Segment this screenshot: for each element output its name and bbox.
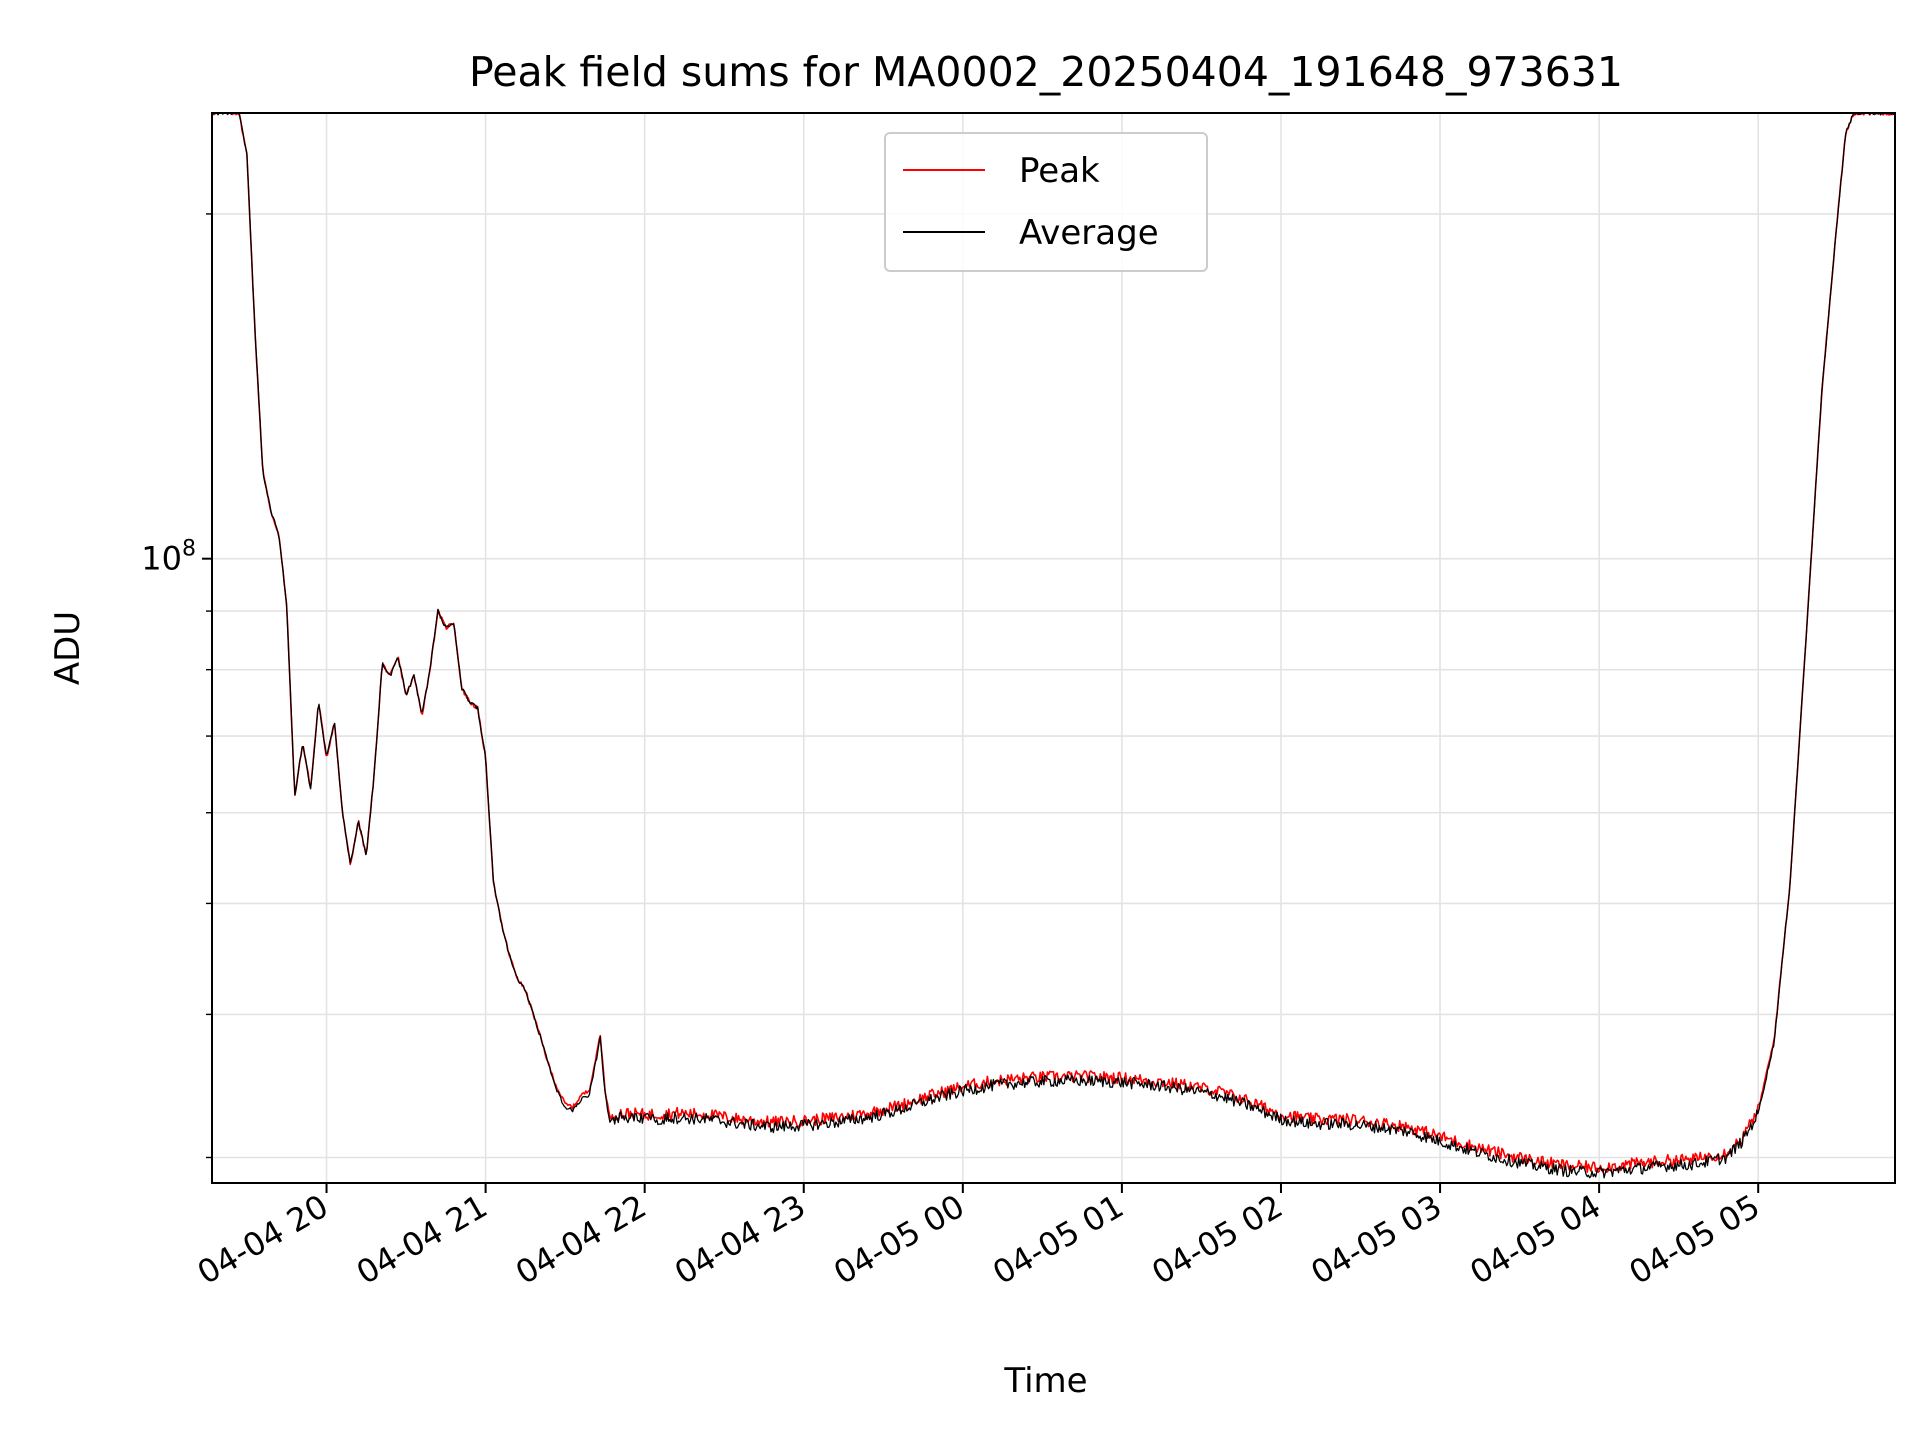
- series-layer: [211, 112, 1896, 1179]
- legend-box: [884, 132, 1208, 272]
- chart-title: Peak field sums for MA0002_20250404_1916…: [469, 48, 1623, 96]
- series-line-average: [211, 112, 1896, 1179]
- legend-label-average: Average: [1019, 213, 1159, 253]
- legend-label-peak: Peak: [1019, 151, 1100, 191]
- x-axis-label: Time: [1003, 1361, 1087, 1401]
- plot-frame: [211, 112, 1896, 1184]
- legend: Peak Average: [884, 132, 1208, 272]
- grid: [212, 113, 1895, 1183]
- y-axis-label: ADU: [48, 611, 88, 685]
